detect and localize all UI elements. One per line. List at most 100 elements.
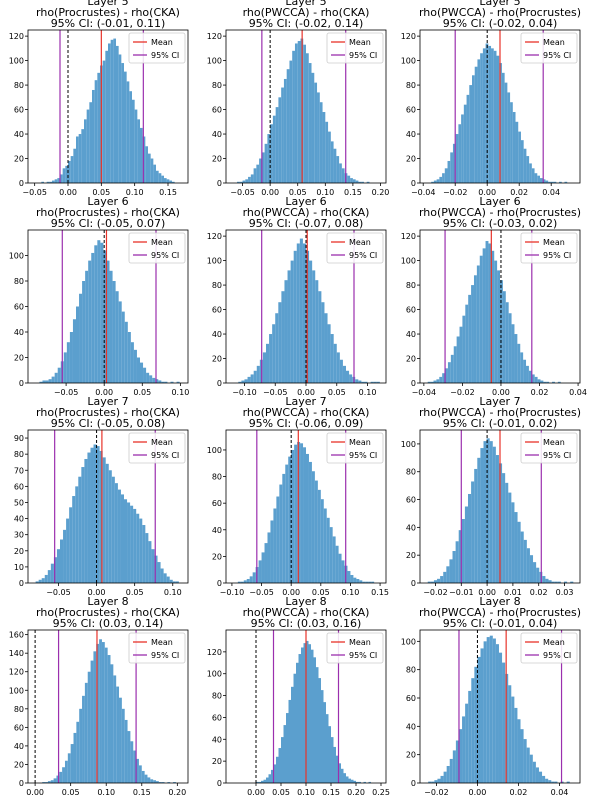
x-tick-label: −0.02	[424, 788, 449, 797]
legend-mean-label: Mean	[151, 638, 173, 647]
axes-frame	[419, 429, 581, 584]
y-tick-label: 80	[212, 692, 222, 701]
histogram-bar	[66, 342, 70, 383]
histogram-bar	[124, 321, 128, 383]
histogram-bar	[439, 376, 443, 383]
histogram-bar	[534, 173, 538, 183]
subplot-title: Layer 8	[479, 595, 520, 608]
y-tick-label: 120	[401, 232, 416, 241]
histogram-bar	[111, 476, 115, 583]
histogram-bar	[300, 443, 304, 583]
histogram-bar	[247, 376, 251, 383]
subplot-subtitle: rho(PWCCA) - rho(Procrustes)	[419, 606, 581, 619]
plot-area	[255, 630, 371, 783]
x-tick-label: 0.10	[97, 788, 115, 797]
y-tick-label: 80	[406, 666, 416, 675]
y-tick-label: 60	[212, 306, 222, 315]
histogram-bar	[107, 655, 111, 783]
histogram-bar	[321, 302, 325, 383]
plot-area	[428, 630, 570, 783]
histogram-bar	[249, 576, 253, 583]
y-tick-label: 120	[207, 32, 222, 41]
histogram-bar	[276, 756, 279, 783]
histogram-bar	[489, 441, 493, 583]
histogram-bar	[118, 301, 122, 383]
histogram-bar	[464, 506, 468, 583]
histogram-bar	[150, 158, 154, 183]
histogram-bar	[517, 343, 521, 383]
x-tick-label: 0.00	[247, 788, 265, 797]
y-tick-label: 120	[9, 32, 24, 41]
histogram-bar	[142, 136, 146, 183]
histogram-bar	[266, 777, 269, 783]
histogram-bar	[127, 731, 131, 783]
y-tick-label: 0	[411, 779, 416, 788]
histogram-bar	[42, 380, 46, 383]
histogram-bar	[239, 181, 243, 183]
histogram-bar	[97, 240, 101, 383]
histogram-bar	[303, 643, 306, 783]
histogram-bar	[78, 476, 82, 583]
histogram-bar	[286, 69, 290, 183]
subplot-title: Layer 7	[479, 395, 520, 408]
x-tick-label: 0.10	[126, 188, 144, 197]
histogram-bar	[449, 758, 453, 783]
histogram-bar	[526, 365, 529, 383]
histogram-bar	[316, 667, 319, 783]
histogram-bar	[88, 260, 92, 383]
histogram-bar	[433, 380, 437, 383]
histogram-bar	[289, 60, 293, 183]
histogram-bar	[281, 291, 285, 383]
histogram-bar	[468, 493, 472, 583]
x-tick-label: −0.05	[22, 188, 47, 197]
x-tick-label: 0.05	[328, 388, 346, 397]
x-tick-label: 0.05	[312, 588, 330, 597]
legend: Mean 95% CI	[326, 32, 384, 64]
histogram-bar	[157, 562, 161, 583]
y-tick-label: 120	[9, 668, 24, 677]
histogram-bar	[79, 293, 83, 383]
histogram-bar	[311, 72, 315, 183]
histogram-bar	[129, 91, 132, 183]
histogram-bar	[342, 365, 346, 383]
histogram-bar	[158, 173, 162, 183]
histogram-bar	[110, 664, 114, 783]
histogram-bar	[362, 581, 366, 583]
histogram-bar	[427, 581, 431, 583]
histogram-bar	[517, 521, 521, 583]
y-tick-label: 30	[14, 531, 24, 540]
histogram-bar	[324, 313, 328, 383]
histogram-bar	[554, 781, 558, 783]
histogram-bar	[275, 313, 279, 383]
histogram-bar	[296, 243, 300, 383]
histogram-bar	[290, 260, 294, 383]
histogram-bar	[70, 744, 74, 783]
histogram-bar	[353, 577, 357, 583]
histogram-bar	[73, 148, 76, 183]
histogram-bar	[116, 686, 120, 783]
plot-area	[39, 230, 180, 383]
histogram-bar	[548, 580, 552, 583]
histogram-bar	[520, 140, 524, 183]
histogram-bar	[433, 180, 437, 183]
histogram-bar	[52, 180, 55, 183]
histogram-bar	[283, 78, 287, 183]
histogram-bar	[294, 444, 298, 583]
histogram-bar	[97, 72, 100, 183]
histogram-bar	[270, 520, 274, 583]
histogram-bar	[330, 141, 334, 183]
x-tick-label: 0.10	[297, 788, 315, 797]
histogram-bar	[531, 168, 535, 183]
y-tick-label: 0	[19, 179, 24, 188]
histogram-bar	[557, 581, 561, 583]
histogram-bar	[443, 771, 447, 783]
histogram-bar	[53, 557, 57, 583]
histogram-bar	[497, 270, 500, 383]
histogram-bar	[161, 175, 164, 183]
y-tick-label: 0	[217, 179, 222, 188]
histogram-bar	[84, 682, 88, 783]
x-tick-label: 0.10	[359, 388, 377, 397]
histogram-bar	[476, 265, 480, 383]
histogram-bar	[76, 306, 80, 383]
